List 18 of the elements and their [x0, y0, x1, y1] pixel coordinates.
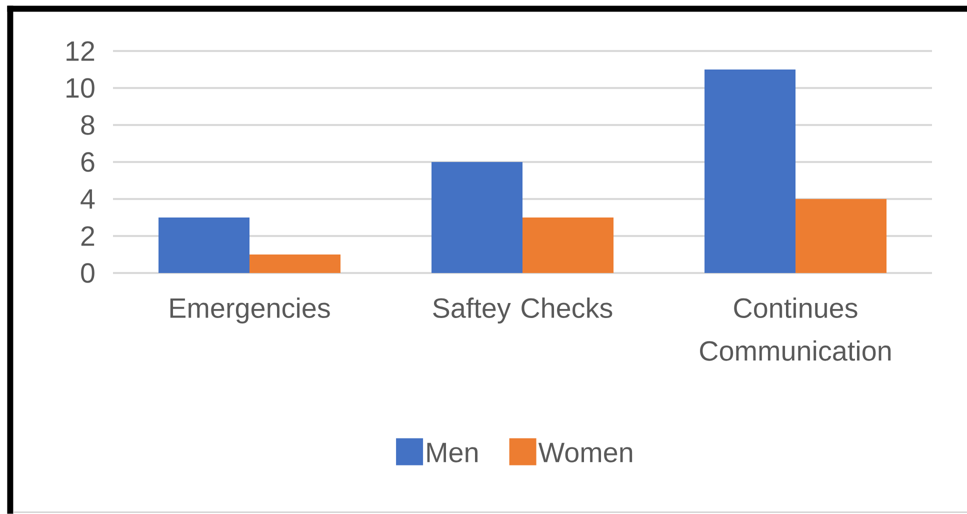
legend-label: Women	[538, 442, 632, 462]
bar	[432, 162, 523, 273]
y-tick-label: 4	[80, 189, 95, 209]
bar	[796, 198, 887, 273]
y-tick-label: 12	[66, 41, 94, 61]
legend-label: Men	[427, 442, 478, 462]
y-tick-label: 2	[81, 226, 94, 246]
y-tick-label: 6	[81, 152, 94, 172]
y-tick-label: 8	[81, 115, 94, 135]
y-tick-label: 10	[66, 78, 94, 98]
y-tick-label: 0	[81, 263, 94, 283]
bar	[522, 217, 614, 273]
bar	[250, 254, 341, 273]
x-tick-label: Emergencies	[170, 298, 330, 324]
bar	[704, 69, 796, 273]
x-tick-label: Continues Communication	[700, 298, 891, 361]
bar	[158, 217, 250, 273]
x-tick-label: Saftey Checks	[433, 298, 612, 324]
